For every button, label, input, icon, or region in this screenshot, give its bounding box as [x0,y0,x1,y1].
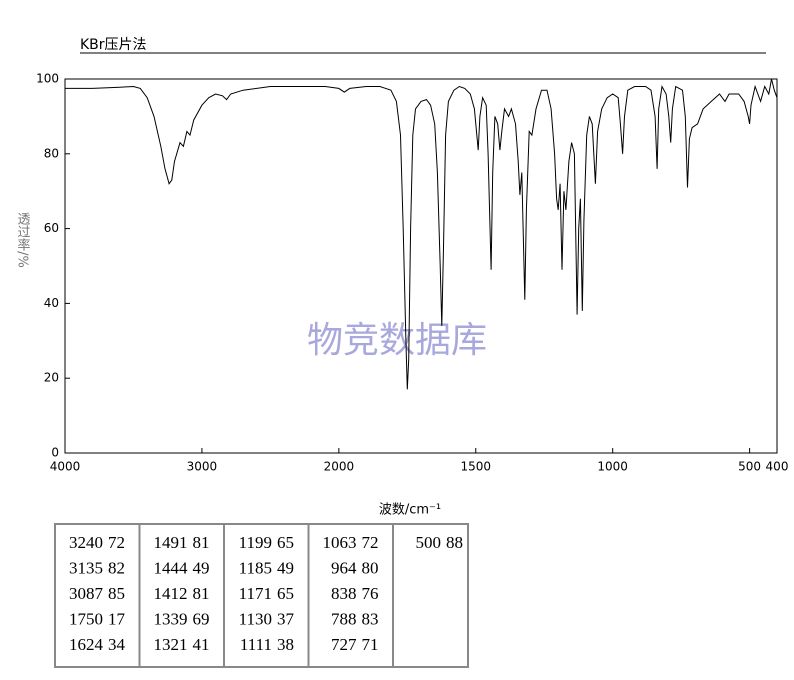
peak-transmittance: 69 [193,609,210,628]
peak-transmittance: 49 [277,558,294,577]
peak-transmittance: 82 [108,558,125,577]
peak-wavenumber: 838 [331,584,357,603]
x-tick-label: 3000 [187,460,218,474]
peak-transmittance: 81 [193,584,210,603]
y-tick-label: 40 [44,296,59,310]
peak-transmittance: 76 [362,584,379,603]
peak-transmittance: 41 [193,635,210,654]
peak-wavenumber: 1321 [154,635,188,654]
peak-transmittance: 81 [193,533,210,552]
peak-transmittance: 88 [446,533,463,552]
y-tick-label: 20 [44,371,59,385]
table-frame [54,523,469,668]
peak-transmittance: 65 [277,533,294,552]
peak-wavenumber: 1171 [239,584,272,603]
peak-wavenumber: 1491 [154,533,188,552]
peak-transmittance: 80 [362,558,379,577]
x-axis-label: 波数/cm⁻¹ [379,503,441,518]
peak-wavenumber: 500 [416,533,442,552]
peak-transmittance: 37 [277,609,295,628]
peak-wavenumber: 1199 [239,533,272,552]
peak-wavenumber: 964 [331,558,357,577]
peak-wavenumber: 1339 [154,609,188,628]
peak-wavenumber: 1412 [154,584,188,603]
y-axis-label: 透过率/% [15,212,31,268]
peak-wavenumber: 1063 [323,533,357,552]
x-tick-label: 1500 [460,460,491,474]
peak-wavenumber: 1624 [69,635,104,654]
y-tick-label: 60 [44,221,59,235]
peak-transmittance: 85 [108,584,125,603]
peak-wavenumber: 1185 [239,558,272,577]
peak-transmittance: 49 [193,558,210,577]
peak-wavenumber: 3087 [69,584,104,603]
spectrum-line [65,78,778,390]
plot-frame [64,78,778,454]
peak-transmittance: 17 [108,609,126,628]
peak-transmittance: 71 [362,635,379,654]
y-tick-label: 80 [44,146,59,160]
peak-transmittance: 38 [277,635,294,654]
peak-wavenumber: 1111 [240,635,272,654]
peak-wavenumber: 3135 [69,558,103,577]
peak-wavenumber: 727 [331,635,357,654]
peak-transmittance: 72 [108,533,125,552]
chart-title: KBr压片法 [80,37,147,53]
x-tick-label: 4000 [50,460,81,474]
peak-wavenumber: 1130 [239,609,272,628]
peak-transmittance: 65 [277,584,294,603]
x-tick-label: 2000 [324,460,355,474]
watermark: 物竞数据库 [307,320,487,361]
peak-wavenumber: 3240 [69,533,103,552]
x-tick-label: 1000 [597,460,628,474]
peak-wavenumber: 1750 [69,609,103,628]
x-tick-label: 400 [766,460,789,474]
y-tick-label: 100 [36,72,59,86]
peak-transmittance: 83 [362,609,379,628]
x-tick-label: 500 [738,460,761,474]
peak-transmittance: 34 [108,635,126,654]
y-tick-label: 0 [51,446,59,460]
peak-wavenumber: 1444 [154,558,189,577]
peak-transmittance: 72 [362,533,379,552]
peak-wavenumber: 788 [331,609,357,628]
